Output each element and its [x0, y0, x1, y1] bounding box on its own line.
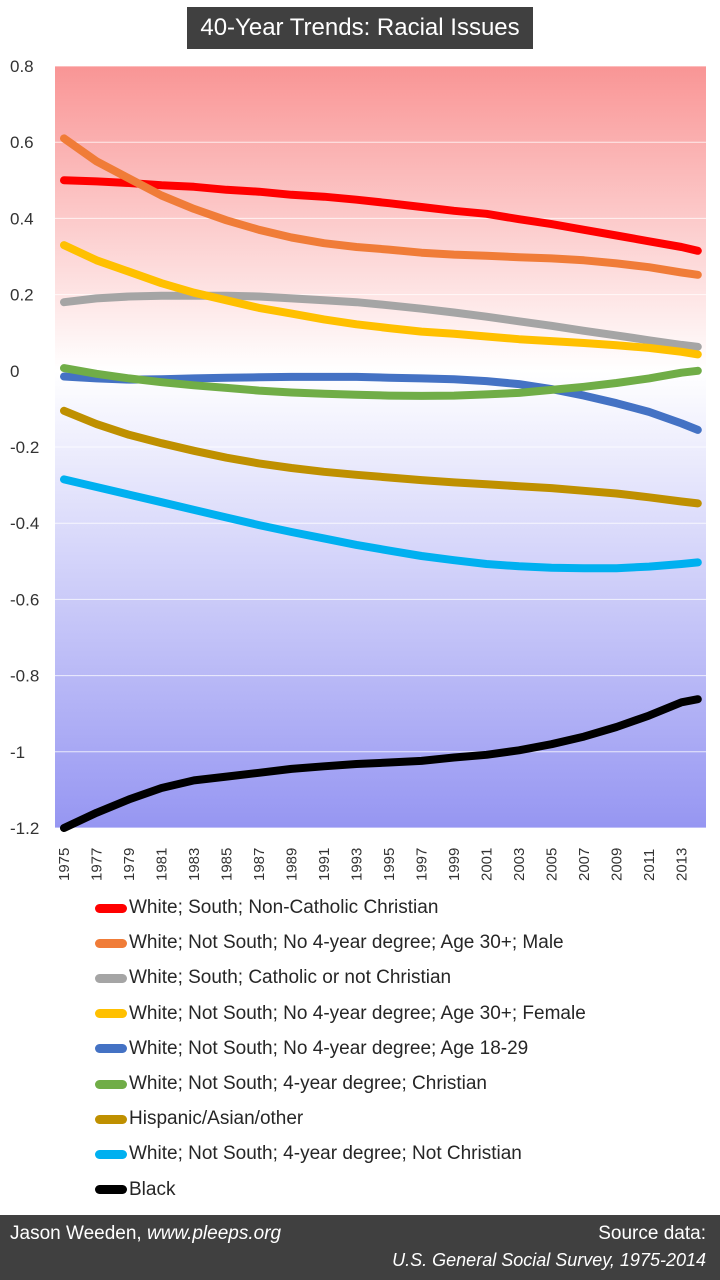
series-line-1	[60, 176, 702, 255]
legend-label: White; South; Catholic or not Christian	[129, 967, 452, 989]
y-axis-tick-labels: 0.8 0.6 0.4 0.2 0 -0.2 -0.4 -0.6 -0.8 -1 -1.2	[10, 57, 39, 838]
footer-source: U.S. General Social Survey, 1975-2014	[392, 1250, 706, 1270]
x-tick-label: 1975	[56, 848, 73, 881]
x-tick-label: 1977	[89, 848, 106, 881]
x-axis-tick-labels: 1975 1977 1979 1981 1983 1985 1987 1989 1991 1993…	[56, 848, 691, 881]
x-tick-label: 2001	[479, 848, 496, 881]
legend-label: White; Not South; No 4-year degree; Age …	[129, 932, 564, 954]
footer-bar: Jason Weeden, www.pleeps.org Source data…	[0, 1215, 720, 1280]
legend-item: White; Not South; 4-year degree; Christi…	[95, 1069, 695, 1099]
legend-swatch	[95, 1044, 127, 1054]
y-tick-label: -0.2	[10, 438, 39, 457]
legend-item: White; South; Catholic or not Christian	[95, 963, 695, 993]
series-line-7	[60, 406, 702, 508]
x-tick-label: 2013	[674, 848, 691, 881]
legend-swatch	[95, 1149, 127, 1159]
y-tick-label: -0.6	[10, 590, 39, 609]
legend-label: Hispanic/Asian/other	[129, 1108, 304, 1130]
x-tick-label: 1979	[121, 848, 138, 881]
legend-label: Black	[129, 1178, 176, 1200]
legend-swatch	[95, 903, 127, 913]
legend-swatch	[95, 973, 127, 983]
series-line-8	[60, 475, 702, 573]
legend-item: White; Not South; 4-year degree; Not Chr…	[95, 1139, 695, 1169]
y-tick-label: 0.6	[10, 133, 34, 152]
legend-item: White; Not South; No 4-year degree; Age …	[95, 999, 695, 1029]
gridlines	[55, 65, 706, 829]
legend-item: White; South; Non-Catholic Christian	[95, 893, 695, 923]
x-tick-label: 2009	[609, 848, 626, 881]
legend-item: Black	[95, 1175, 695, 1205]
legend-label: White; Not South; 4-year degree; Christi…	[129, 1073, 488, 1094]
legend-swatch	[95, 1114, 127, 1124]
legend-item: White; Not South; No 4-year degree; Age …	[95, 928, 695, 958]
x-tick-label: 1983	[186, 848, 203, 881]
y-tick-label: 0.4	[10, 209, 34, 228]
legend-label: White; South; Non-Catholic Christian	[129, 897, 439, 918]
y-tick-label: 0.2	[10, 286, 34, 305]
x-tick-label: 1997	[414, 848, 431, 881]
legend-swatch	[95, 1185, 127, 1195]
legend-item: White; Not South; No 4-year degree; Age …	[95, 1034, 695, 1064]
x-tick-label: 2005	[544, 848, 561, 881]
series-line-5	[60, 372, 702, 434]
y-tick-label: 0	[10, 362, 19, 381]
series-line-6	[60, 364, 702, 400]
x-tick-label: 1995	[381, 848, 398, 881]
x-tick-label: 1985	[219, 848, 236, 881]
footer-author: Jason Weeden, www.pleeps.org	[10, 1223, 281, 1245]
x-tick-label: 1989	[284, 848, 301, 881]
x-tick-label: 1991	[316, 848, 333, 881]
footer-source-label: Source data:	[598, 1223, 706, 1244]
legend-swatch	[95, 1079, 127, 1089]
series-line-3	[60, 291, 702, 351]
series-line-4	[60, 241, 702, 359]
y-tick-label: -0.4	[10, 514, 39, 533]
author-website: www.pleeps.org	[146, 1223, 282, 1244]
author-name: Jason Weeden,	[10, 1223, 147, 1244]
x-tick-label: 2011	[641, 849, 658, 881]
legend-label: White; Not South; No 4-year degree; Age …	[129, 1037, 529, 1059]
x-tick-label: 1999	[446, 848, 463, 881]
chart-title: 40-Year Trends: Racial Issues	[187, 7, 533, 49]
legend-label: White; Not South; 4-year degree; Not Chr…	[129, 1143, 522, 1165]
y-tick-label: -1	[10, 743, 25, 762]
legend-item: Hispanic/Asian/other	[95, 1104, 695, 1134]
legend-swatch	[95, 1009, 127, 1019]
series-line-2	[60, 134, 702, 279]
legend-label: White; Not South; No 4-year degree; Age …	[129, 1002, 586, 1024]
x-tick-label: 1981	[154, 848, 171, 881]
y-tick-label: 0.8	[10, 57, 34, 76]
x-tick-label: 1993	[349, 848, 366, 881]
x-tick-label: 2007	[576, 848, 593, 881]
series-lines	[60, 134, 702, 832]
legend-swatch	[95, 938, 127, 948]
x-tick-label: 2003	[511, 848, 528, 881]
x-tick-label: 1987	[251, 848, 268, 881]
y-tick-label: -1.2	[10, 819, 39, 838]
y-tick-label: -0.8	[10, 667, 39, 686]
series-line-9	[60, 695, 702, 832]
